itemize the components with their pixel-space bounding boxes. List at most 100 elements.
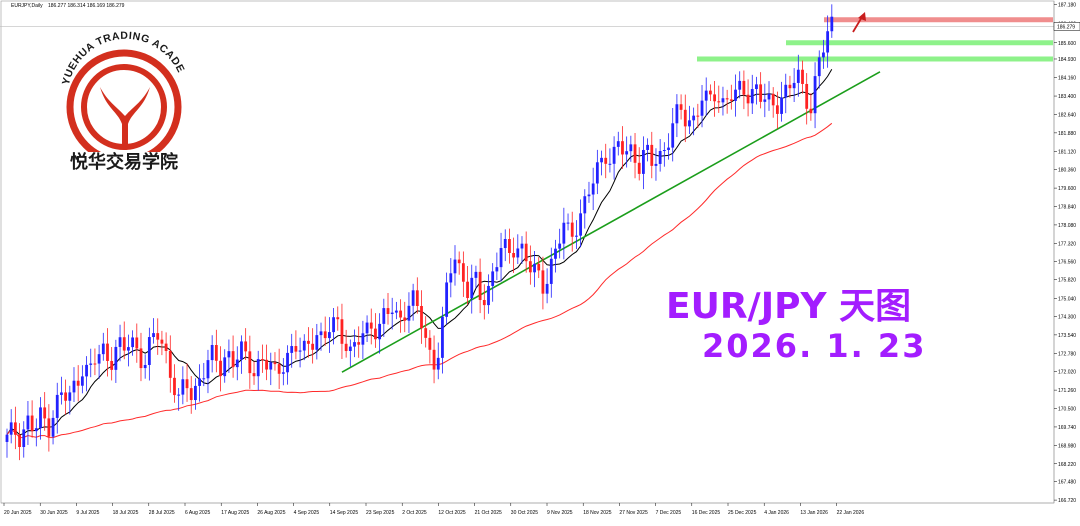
candle-body [80, 376, 84, 386]
candle [55, 382, 59, 434]
candle-body [541, 270, 545, 294]
candle [805, 73, 809, 125]
candle-body [746, 94, 750, 104]
candle-body [520, 243, 524, 249]
candle [173, 364, 176, 403]
candle [675, 94, 679, 138]
candle-body [449, 273, 453, 283]
candle [89, 348, 93, 378]
candle-body [708, 90, 712, 95]
candle [127, 334, 130, 367]
candle-body [487, 285, 490, 306]
candle [575, 220, 578, 250]
candle [549, 247, 553, 298]
candle [135, 323, 139, 363]
candle-body [545, 283, 549, 294]
y-tick-label: 176.560 [1058, 260, 1076, 266]
candle [277, 348, 281, 390]
candle-body [260, 359, 264, 361]
candle [160, 330, 164, 356]
candle-body [767, 93, 771, 100]
candle-body [792, 82, 796, 89]
candle-body [755, 84, 758, 90]
candle-body [675, 104, 679, 124]
candle [742, 70, 746, 110]
candle [80, 365, 84, 394]
candle [97, 344, 101, 379]
x-tick-label: 18 Jul 2025 [113, 510, 139, 516]
x-tick-label: 22 Jan 2026 [837, 510, 865, 516]
candle [286, 345, 289, 385]
y-tick-label: 181.120 [1058, 149, 1076, 155]
candle [361, 320, 365, 360]
y-tick-label: 179.600 [1058, 186, 1076, 192]
candle-body [491, 271, 495, 286]
candle [729, 84, 733, 110]
candle-body [390, 312, 394, 314]
candle-body [315, 335, 319, 350]
candle [562, 207, 566, 260]
y-tick-label: 173.540 [1058, 333, 1076, 339]
candle [667, 133, 670, 160]
up-arrow-shaft [852, 16, 863, 33]
candle-body [22, 429, 26, 448]
candle-body [147, 337, 151, 365]
candle [541, 256, 545, 310]
candle [394, 301, 398, 320]
y-tick-label: 166.720 [1058, 498, 1076, 504]
y-tick-label: 168.980 [1058, 443, 1076, 449]
candle [106, 328, 109, 377]
candle-body [181, 379, 185, 395]
candle-body [214, 345, 218, 361]
candle-body [361, 333, 365, 345]
candle-body [441, 316, 444, 358]
candle [449, 258, 453, 298]
candle-body [482, 299, 486, 306]
candle-body [68, 392, 72, 401]
candle [583, 189, 587, 229]
candle [348, 339, 352, 367]
candle-body [461, 263, 465, 282]
candle [139, 332, 143, 382]
candle [826, 15, 830, 68]
candle [34, 418, 38, 447]
candle-body [558, 243, 562, 249]
candle-body [189, 388, 193, 401]
candle-body [466, 281, 469, 299]
candle [554, 239, 557, 273]
candle [428, 330, 432, 364]
candle [533, 250, 536, 288]
candle [307, 327, 310, 358]
candle-body [369, 322, 373, 329]
candle-body [76, 380, 80, 386]
candle-body [470, 277, 474, 299]
candle-body [554, 248, 557, 259]
candle-body [679, 104, 683, 110]
candle [302, 334, 306, 361]
candle [499, 232, 503, 282]
candle [30, 400, 34, 438]
candle [198, 364, 201, 402]
candle-body [566, 222, 570, 224]
candle-body [223, 357, 227, 377]
candle [244, 328, 248, 361]
candle [545, 268, 549, 304]
candle-body [139, 348, 143, 369]
candle [311, 328, 315, 364]
candle [39, 397, 42, 440]
candle-body [415, 290, 419, 306]
candle-body [89, 363, 93, 365]
candle [294, 330, 298, 360]
candle-body [750, 89, 754, 104]
ohlc-values: 186.277 186.314 186.169 186.279 [47, 3, 125, 9]
candle-body [612, 146, 616, 164]
candle [759, 72, 763, 109]
candle-body [428, 337, 432, 350]
candle [181, 366, 185, 405]
candle-body [407, 305, 411, 321]
candle [474, 265, 478, 289]
candle [633, 133, 637, 179]
candle-body [281, 372, 285, 374]
candle-body [813, 76, 817, 114]
